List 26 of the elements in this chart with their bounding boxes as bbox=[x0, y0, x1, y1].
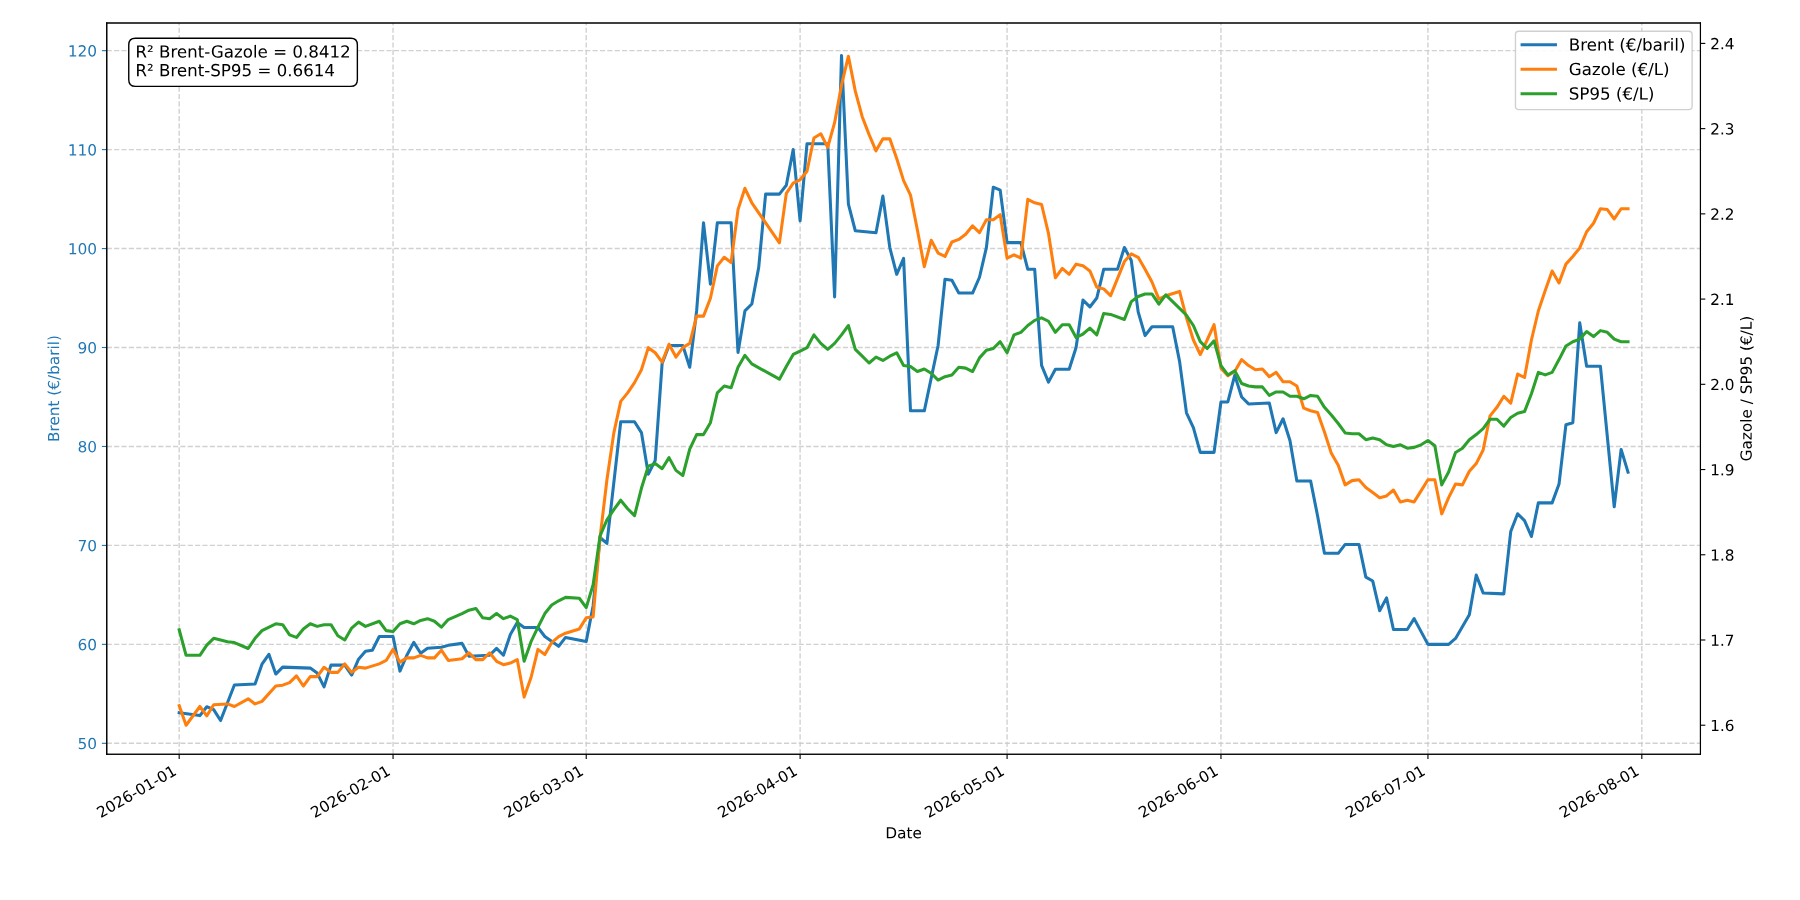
legend-label: Gazole (€/L) bbox=[1569, 62, 1669, 78]
legend-label: SP95 (€/L) bbox=[1569, 86, 1653, 102]
y2-tick-label: 2.2 bbox=[1711, 208, 1733, 220]
y2-tick-label: 1.8 bbox=[1711, 549, 1734, 561]
y2-tick-label: 2.4 bbox=[1711, 37, 1734, 50]
y-tick-label: 60 bbox=[78, 638, 96, 651]
y2-tick-label: 2.0 bbox=[1711, 378, 1734, 391]
y2-tick-label: 2.1 bbox=[1711, 293, 1734, 305]
annotation: R² Brent-Gazole = 0.8412 bbox=[137, 44, 350, 58]
y2-tick-label: 2.3 bbox=[1711, 123, 1734, 135]
y-tick-label: 80 bbox=[78, 440, 96, 453]
y2-tick-label: 1.6 bbox=[1711, 719, 1734, 732]
y-tick-label: 50 bbox=[78, 737, 96, 750]
x-axis-title: Date bbox=[886, 827, 922, 839]
y2-tick-label: 1.9 bbox=[1711, 464, 1734, 476]
y-tick-label: 100 bbox=[69, 243, 96, 255]
y2-tick-label: 1.7 bbox=[1711, 634, 1734, 646]
y-axis-title: Brent (€/baril) bbox=[47, 336, 62, 441]
line-series bbox=[177, 292, 1630, 663]
y-tick-label: 120 bbox=[69, 45, 96, 57]
y-tick-label: 90 bbox=[78, 341, 96, 354]
y2-axis-title: Gazole / SP95 (€/L) bbox=[1740, 317, 1754, 461]
legend-label: Brent (€/baril) bbox=[1570, 37, 1685, 53]
y-tick-label: 110 bbox=[69, 144, 96, 156]
y-tick-label: 70 bbox=[78, 539, 96, 552]
annotation: R² Brent-SP95 = 0.6614 bbox=[137, 63, 335, 77]
